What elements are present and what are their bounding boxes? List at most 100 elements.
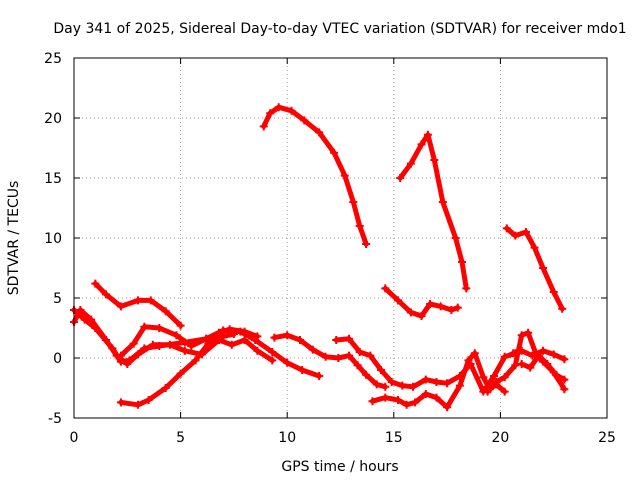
data-point [502,224,511,233]
data-point [432,378,441,386]
series-arc-9 [116,325,262,409]
data-point [298,366,307,374]
x-axis-label: GPS time / hours [281,459,398,475]
x-tick-label: 0 [70,430,79,446]
data-point [443,403,452,412]
x-tick-label: 15 [385,430,403,446]
data-point [180,346,189,355]
series-arc-2 [396,130,471,293]
data-point [423,130,432,139]
data-point [398,381,407,390]
data-point [268,356,277,365]
data-point [500,352,509,361]
data-point [144,396,153,404]
data-point [406,308,415,317]
data-point [253,346,262,355]
data-point [549,350,558,359]
data-point [443,379,452,388]
y-tick-label: 25 [44,51,62,67]
y-axis-label: SDTVAR / TECUs [6,181,22,296]
data-point [202,334,211,343]
data-point [372,380,381,389]
data-point [295,336,304,344]
data-point [355,222,364,230]
data-point [268,348,277,356]
x-tick-label: 25 [598,430,616,446]
data-point [417,312,426,320]
data-point [259,122,268,131]
data-point [266,109,275,118]
data-point [161,384,170,392]
data-point [315,128,324,137]
data-point [462,284,471,293]
data-point [283,358,292,367]
data-point [396,174,405,182]
series-arc-1 [259,103,371,248]
data-point [539,346,548,355]
data-point [133,400,142,409]
data-point [381,382,390,391]
data-point [479,373,488,382]
data-point [349,198,358,206]
data-point [225,325,234,334]
data-point [430,156,439,164]
data-point [451,234,460,242]
data-point [240,327,249,336]
data-point [172,331,181,340]
data-point [551,370,560,379]
data-series [70,103,569,412]
data-point [321,352,330,361]
series-trace [92,281,184,329]
data-point [101,290,110,299]
series-trace [382,285,461,319]
data-point [345,351,354,360]
data-point [76,306,85,314]
data-point [517,346,526,355]
data-point [394,396,403,404]
data-point [421,375,430,384]
series-arc-3 [502,224,567,313]
data-point [417,140,426,149]
data-point [402,400,411,409]
data-point [500,373,509,382]
data-point [270,333,279,342]
data-point [240,336,249,344]
data-point [500,387,509,396]
data-point [543,360,552,368]
data-point [411,398,420,407]
x-tick-label: 20 [491,430,509,446]
data-point [300,116,309,125]
data-point [330,148,339,157]
data-point [129,339,138,348]
axis-ticks: 0 5 10 15 20 25 -5 0 5 10 15 20 25 [44,51,616,446]
data-point [116,398,125,407]
data-point [214,336,223,344]
y-tick-label: 5 [53,291,62,307]
data-point [560,385,569,394]
data-point [345,334,354,343]
y-tick-label: 15 [44,171,62,187]
data-point [146,296,155,305]
data-point [227,340,236,349]
data-point [521,228,530,236]
data-point [91,279,100,288]
data-point [408,382,417,391]
chart-title: Day 341 of 2025, Sidereal Day-to-day VTE… [53,21,626,37]
data-point [464,356,473,365]
data-point [421,390,430,398]
data-point [165,340,174,349]
data-point [187,342,196,350]
data-point [524,328,533,337]
data-point [432,393,441,402]
series-arc-4 [381,284,462,320]
data-point [355,348,364,356]
y-tick-label: 0 [53,351,62,367]
data-point [191,356,200,365]
series-arc-10 [270,331,390,391]
data-point [133,350,142,359]
series-arc-15 [509,346,569,364]
data-point [458,258,467,266]
data-point [176,321,185,330]
data-point [204,339,213,348]
data-point [362,240,371,248]
